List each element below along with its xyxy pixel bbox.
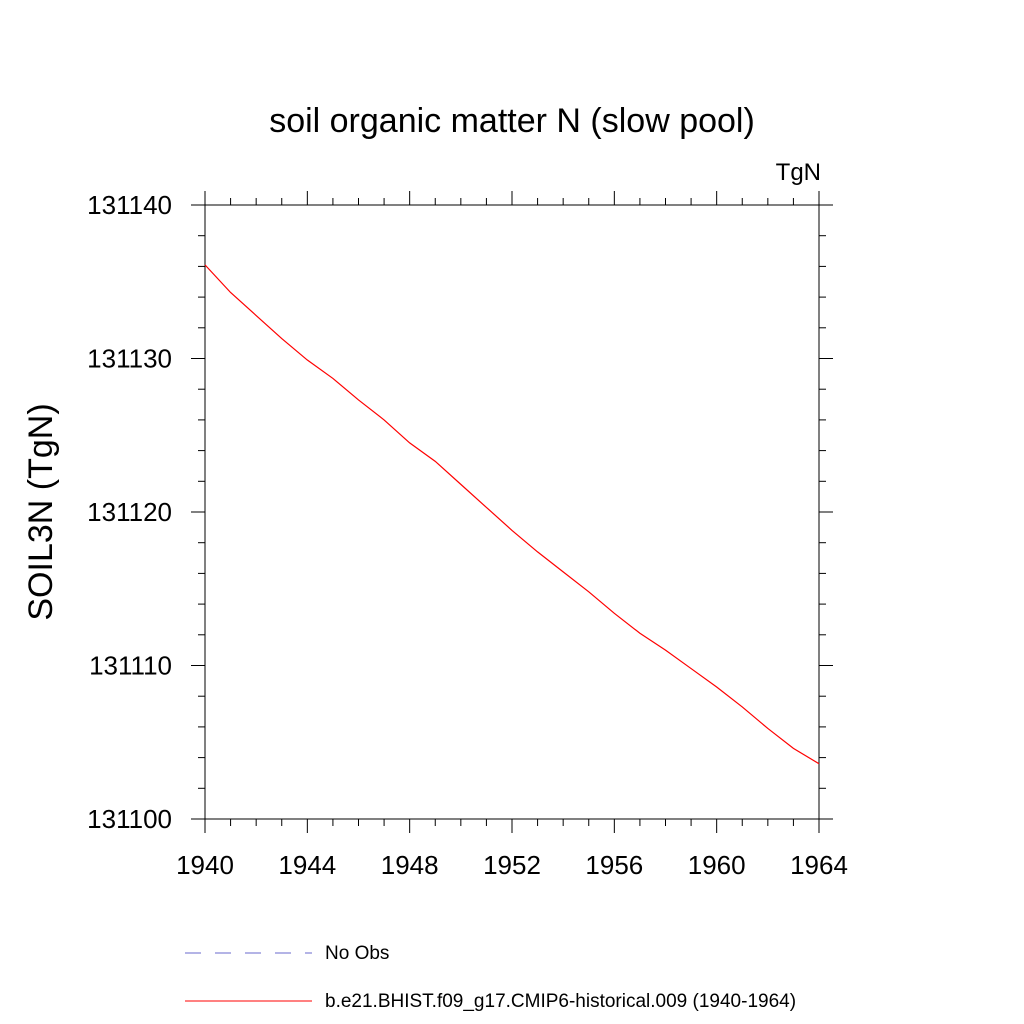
y-tick-label: 131140	[87, 190, 172, 220]
series-lines	[204, 264, 820, 765]
y-tick-label: 131100	[87, 804, 172, 834]
y-axis-tick-labels: 131100 131110 131120 131130 131140	[87, 190, 172, 834]
y-tick-label: 131130	[87, 344, 172, 374]
y-axis-label: SOIL3N (TgN)	[22, 403, 60, 620]
units-label: TgN	[776, 159, 821, 186]
x-tick-label: 1940	[176, 850, 234, 880]
legend-label-historical: b.e21.BHIST.f09_g17.CMIP6-historical.009…	[325, 991, 796, 1012]
y-tick-label: 131110	[89, 651, 172, 681]
x-tick-label: 1956	[585, 850, 643, 880]
plot-frame	[204, 204, 820, 820]
x-tick-label: 1948	[381, 850, 439, 880]
x-tick-label: 1960	[688, 850, 746, 880]
x-tick-label: 1952	[483, 850, 541, 880]
legend: No Obs b.e21.BHIST.f09_g17.CMIP6-histori…	[185, 943, 796, 1012]
axis-ticks	[191, 191, 833, 833]
x-tick-label: 1944	[278, 850, 336, 880]
series-line	[204, 264, 820, 765]
legend-label-no-obs: No Obs	[325, 943, 389, 964]
x-axis-tick-labels: 1940 1944 1948 1952 1956 1960 1964	[176, 850, 848, 880]
x-tick-label: 1964	[790, 850, 848, 880]
y-tick-label: 131120	[87, 497, 172, 527]
chart-title: soil organic matter N (slow pool)	[269, 102, 755, 140]
